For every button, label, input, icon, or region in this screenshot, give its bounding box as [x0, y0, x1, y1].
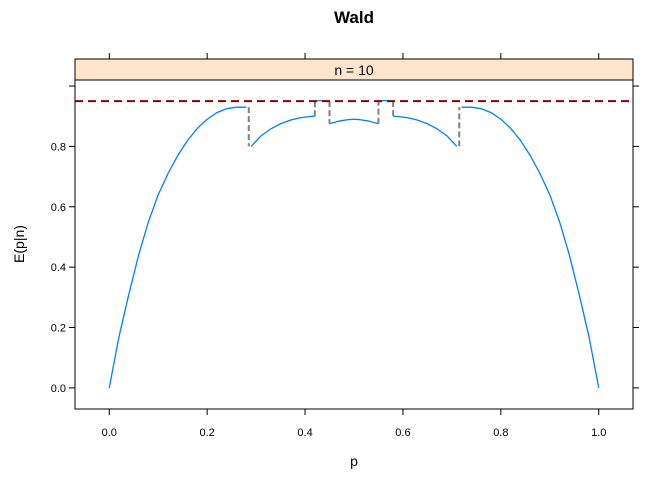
coverage-curve-segment — [393, 115, 458, 147]
coverage-curve-segment — [108, 106, 247, 388]
strip-label: n = 10 — [334, 62, 374, 78]
x-axis-title: p — [350, 453, 358, 469]
y-tick-label: 0.6 — [51, 202, 66, 214]
x-tick-label: 0.0 — [102, 427, 117, 439]
coverage-curve-segment — [250, 115, 315, 147]
x-tick-label: 1.0 — [591, 427, 606, 439]
y-tick-label: 0.0 — [51, 383, 66, 395]
coverage-curve-segment — [461, 106, 600, 388]
y-tick-label: 0.2 — [51, 323, 66, 335]
x-tick-label: 0.8 — [493, 427, 508, 439]
chart-title: Wald — [334, 8, 374, 27]
y-axis: 0.0 0.2 0.4 0.6 0.8 — [51, 85, 639, 395]
x-axis: 0.0 0.2 0.4 0.6 0.8 1.0 — [102, 53, 606, 439]
x-tick-label: 0.6 — [395, 427, 410, 439]
x-tick-label: 0.2 — [200, 427, 215, 439]
coverage-curves — [108, 99, 600, 388]
coverage-jumps — [247, 101, 461, 147]
y-tick-label: 0.4 — [51, 262, 66, 274]
plot-panel — [74, 79, 634, 410]
coverage-curve-segment — [329, 118, 379, 125]
y-axis-title: E(p|n) — [11, 225, 27, 263]
x-tick-label: 0.4 — [297, 427, 312, 439]
y-tick-label: 0.8 — [51, 141, 66, 153]
